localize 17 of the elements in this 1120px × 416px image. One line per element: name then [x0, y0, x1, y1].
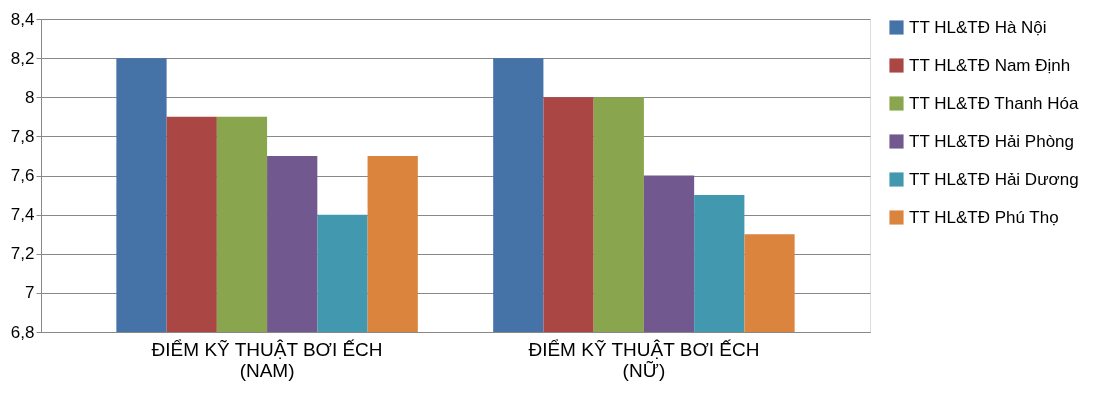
legend-label: TT HL&TĐ Nam Định [909, 55, 1071, 75]
y-tick-label: 7,2 [10, 244, 35, 264]
legend-label: TT HL&TĐ Hà Nội [909, 17, 1047, 37]
y-tick-label: 7,6 [10, 166, 35, 185]
legend-label: TT HL&TĐ Thanh Hóa [909, 93, 1079, 113]
y-tick-label: 6,8 [10, 322, 35, 342]
y-tick-label: 8,2 [10, 48, 35, 68]
legend-label: TT HL&TĐ Phú Thọ [909, 207, 1059, 227]
y-tick-label: 7 [25, 283, 35, 303]
y-tick-label: 8,4 [10, 9, 35, 29]
x-tick-label: ĐIỂM KỸ THUẬT BƠI ẾCH (NAM) [151, 338, 383, 381]
legend-label: TT HL&TĐ Hải Dương [909, 169, 1079, 189]
legend-label: TT HL&TĐ Hải Phòng [909, 131, 1075, 151]
y-tick-label: 7,8 [10, 126, 35, 146]
y-tick-label: 7,4 [10, 205, 35, 225]
x-tick-label: ĐIỂM KỸ THUẬT BƠI ẾCH (NỮ) [528, 338, 760, 381]
y-tick-label: 8 [25, 87, 35, 107]
